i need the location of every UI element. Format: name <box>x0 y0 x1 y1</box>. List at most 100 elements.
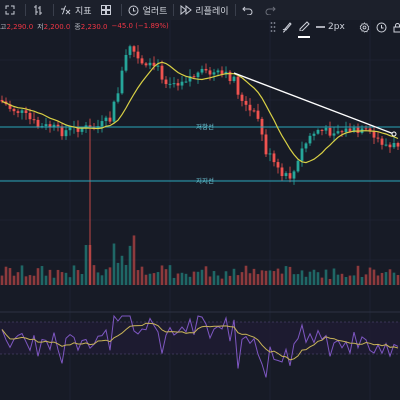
bar-style-button[interactable] <box>28 0 51 20</box>
candle-body <box>156 65 160 67</box>
price-chart[interactable] <box>0 20 400 400</box>
drag-handle-icon[interactable] <box>270 16 276 38</box>
volume-bar <box>356 265 360 285</box>
candle-body <box>284 173 288 177</box>
candle-body <box>296 160 300 172</box>
indicators-button[interactable]: 지표 <box>56 0 96 20</box>
candle-body <box>32 119 36 121</box>
candle-body <box>160 65 164 80</box>
ohlc-legend: 고2,290.0 저2,200.0 종2,230.0 −45.0 (−1.89%… <box>0 22 169 34</box>
candle-body <box>28 113 32 120</box>
candle-body <box>220 70 224 75</box>
volume-bar <box>96 272 100 285</box>
volume-bar <box>100 275 104 285</box>
volume-bar <box>328 278 332 285</box>
candle-body <box>144 63 148 66</box>
rsi-line <box>1 314 399 378</box>
volume-bar <box>92 265 96 285</box>
volume-bar <box>132 235 136 285</box>
candle-body <box>308 135 312 144</box>
replay-icon <box>180 4 193 16</box>
fullscreen-icon <box>4 4 16 16</box>
change-value: −45.0 (−1.89%) <box>111 22 169 30</box>
volume-bar <box>340 273 344 285</box>
volume-bar <box>252 268 256 285</box>
line-color-button[interactable] <box>298 16 310 38</box>
candle-body <box>348 128 352 132</box>
volume-bar <box>348 275 352 285</box>
undo-button[interactable] <box>238 0 261 20</box>
candle-body <box>112 101 116 122</box>
candle-body <box>372 131 376 138</box>
candle-body <box>48 124 52 128</box>
candle-body <box>376 137 380 139</box>
candle-body <box>304 143 308 149</box>
volume-bar <box>28 275 32 285</box>
volume-bar <box>148 273 152 285</box>
volume-bar <box>300 270 304 285</box>
volume-bar <box>184 273 188 285</box>
volume-bar <box>160 265 164 285</box>
volume-bar <box>236 275 240 285</box>
volume-bar <box>304 276 308 285</box>
volume-bar <box>56 269 60 285</box>
alert-add-icon[interactable] <box>376 16 387 38</box>
volume-bars <box>0 235 400 285</box>
candle-body <box>132 46 136 52</box>
volume-bar <box>172 277 176 285</box>
volume-bar <box>192 271 196 285</box>
volume-bar <box>204 266 208 285</box>
alert-label: 얼러트 <box>142 6 168 17</box>
candle-body <box>392 143 396 148</box>
volume-bar <box>52 277 56 285</box>
volume-bar <box>296 274 300 285</box>
redo-button[interactable] <box>261 0 284 20</box>
chart-toolbar: 지표 얼러트 리플레이 <box>0 0 400 20</box>
volume-bar <box>156 272 160 285</box>
toolbar-divider <box>25 4 26 16</box>
candle-body <box>164 79 168 85</box>
volume-bar <box>40 266 44 285</box>
candle-body <box>12 108 16 112</box>
fullscreen-button[interactable] <box>0 0 23 20</box>
candle-body <box>140 58 144 64</box>
volume-bar <box>168 265 172 285</box>
candle-body <box>52 124 56 128</box>
volume-bar <box>112 243 116 285</box>
volume-bar <box>376 275 380 285</box>
candle-body <box>8 104 12 109</box>
volume-bar <box>332 268 336 285</box>
stroke-width-button[interactable]: 2px <box>316 16 345 38</box>
volume-bar <box>80 273 84 285</box>
volume-bar <box>208 276 212 285</box>
candle-body <box>388 144 392 148</box>
trendline-handle[interactable] <box>391 131 397 137</box>
candle-body <box>148 62 152 66</box>
candle-body <box>76 126 80 132</box>
volume-bar <box>276 268 280 285</box>
candle-body <box>88 125 92 127</box>
candle-body <box>168 83 172 85</box>
rsi-ma-line <box>1 322 399 361</box>
lock-icon[interactable] <box>393 16 400 38</box>
candle-body <box>276 162 280 168</box>
candle-body <box>128 46 132 55</box>
volume-bar <box>292 274 296 285</box>
indicators-label: 지표 <box>75 6 92 17</box>
volume-bar <box>260 270 264 285</box>
candle-body <box>236 76 240 95</box>
candle-body <box>152 62 156 66</box>
candle-body <box>300 148 304 161</box>
undo-icon <box>242 4 254 16</box>
brush-icon[interactable] <box>282 16 292 38</box>
alert-button[interactable]: 얼러트 <box>124 0 172 20</box>
candle-body <box>192 76 196 78</box>
layout-button[interactable] <box>96 0 119 20</box>
candle-body <box>208 70 212 75</box>
volume-bar <box>120 255 124 285</box>
replay-button[interactable]: 리플레이 <box>176 0 232 20</box>
descending-trendline[interactable] <box>233 72 395 135</box>
volume-bar <box>196 271 200 285</box>
settings-gear-icon[interactable] <box>359 16 370 38</box>
volume-bar <box>212 271 216 285</box>
